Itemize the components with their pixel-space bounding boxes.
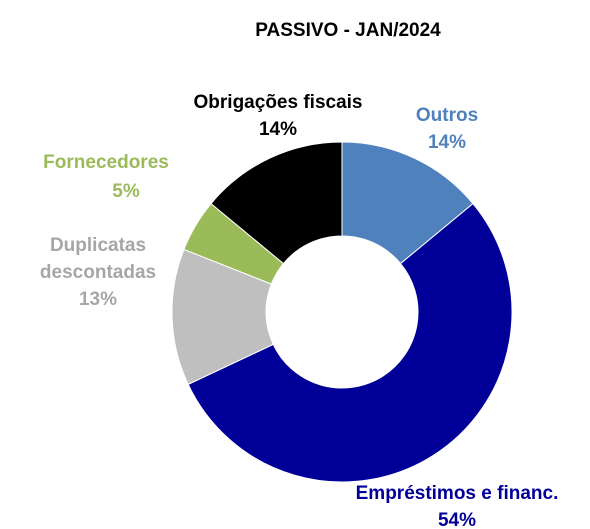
value-label: 54% <box>437 510 477 529</box>
slice-label: Outros <box>415 105 479 126</box>
value-label: 14% <box>258 119 298 140</box>
chart-title: PASSIVO - JAN/2024 <box>255 20 441 41</box>
value-label: 5% <box>112 181 140 202</box>
value-label: 14% <box>427 132 467 153</box>
donut-slice <box>210 141 343 265</box>
slice-label: Duplicatas descontadas <box>39 235 157 283</box>
donut-slice <box>187 202 513 483</box>
slice-label: Fornecedores <box>43 152 169 173</box>
value-label: 13% <box>78 289 118 310</box>
slice-label: Empréstimos e financ. <box>355 483 559 504</box>
slice-label: Obrigações fiscais <box>193 92 363 113</box>
